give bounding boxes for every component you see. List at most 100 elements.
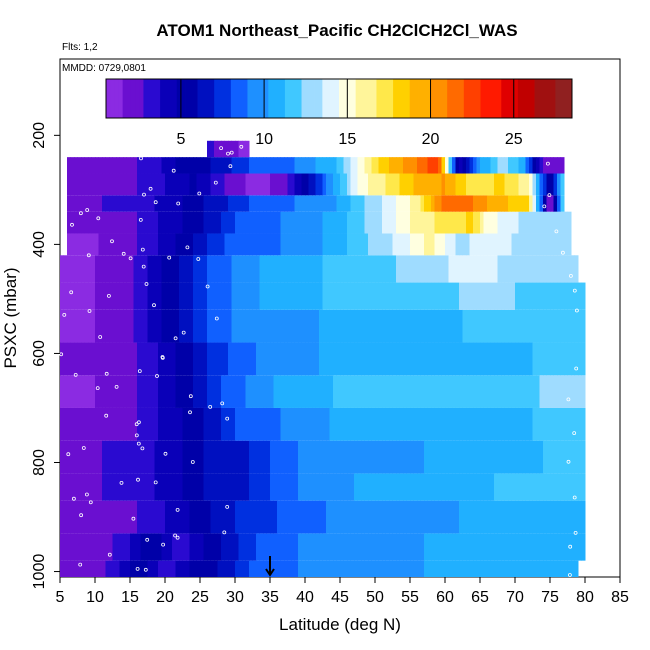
colorbar-swatch	[451, 79, 456, 118]
heatmap-cell	[424, 407, 428, 441]
heatmap-cell	[347, 309, 351, 343]
heatmap-cell	[480, 211, 484, 234]
heatmap-cell	[105, 473, 110, 501]
sample-marker	[228, 164, 233, 169]
heatmap-cell	[448, 533, 453, 561]
heatmap-cell	[347, 157, 351, 174]
heatmap-cell	[574, 440, 579, 474]
heatmap-cell	[420, 440, 425, 474]
heatmap-cell	[116, 157, 120, 174]
heatmap-cell	[560, 533, 565, 561]
heatmap-cell	[357, 157, 362, 174]
colorbar-swatch	[139, 79, 144, 118]
heatmap-cell	[231, 255, 236, 283]
heatmap-cell	[98, 282, 103, 310]
heatmap-cell	[567, 407, 572, 441]
heatmap-cell	[326, 211, 330, 234]
heatmap-cell	[403, 440, 407, 474]
heatmap-cell	[480, 375, 484, 408]
heatmap-cell	[522, 157, 526, 174]
sample-marker	[136, 477, 140, 482]
heatmap-cell	[434, 440, 439, 474]
heatmap-cell	[137, 173, 141, 196]
heatmap-cell	[557, 375, 561, 408]
heatmap-cell	[368, 173, 372, 196]
heatmap-cell	[546, 560, 551, 577]
heatmap-cell	[242, 560, 246, 577]
heatmap-cell	[235, 173, 239, 196]
heatmap-cell	[245, 255, 250, 283]
heatmap-cell	[392, 440, 397, 474]
heatmap-cell	[396, 255, 400, 283]
sample-marker	[136, 420, 141, 425]
heatmap-cell	[270, 282, 274, 310]
heatmap-cell	[375, 282, 379, 310]
heatmap-cell	[326, 157, 330, 174]
heatmap-cell	[60, 560, 64, 577]
heatmap-cell	[417, 309, 421, 343]
colorbar-swatch	[164, 79, 169, 118]
heatmap-cell	[298, 255, 302, 283]
heatmap-cell	[221, 440, 225, 474]
colorbar-swatch	[226, 79, 232, 118]
heatmap-cell	[168, 500, 173, 534]
heatmap-cell	[546, 255, 551, 283]
heatmap-cell	[140, 375, 145, 408]
colorbar-swatch	[513, 79, 519, 118]
heatmap-cell	[249, 282, 253, 310]
heatmap-cell	[168, 533, 173, 561]
heatmap-cell	[581, 500, 586, 534]
heatmap-cell	[336, 309, 341, 343]
sample-marker	[107, 552, 112, 557]
heatmap-cell	[413, 342, 418, 376]
heatmap-cell	[252, 309, 257, 343]
heatmap-cell	[504, 255, 509, 283]
heatmap-cell	[95, 173, 99, 196]
heatmap-cell	[508, 233, 512, 256]
heatmap-cell	[165, 500, 169, 534]
heatmap-cell	[298, 440, 302, 474]
heatmap-cell	[88, 473, 92, 501]
heatmap-cell	[172, 255, 176, 283]
heatmap-cell	[221, 375, 225, 408]
heatmap-cell	[399, 233, 404, 256]
heatmap-cell	[504, 500, 509, 534]
flights-label: Flts: 1,2	[62, 42, 98, 53]
y-tick-label: 600	[31, 340, 48, 367]
heatmap-cell	[560, 440, 565, 474]
heatmap-cell	[77, 440, 82, 474]
heatmap-cell	[347, 473, 351, 501]
heatmap-cell	[259, 533, 264, 561]
heatmap-cell	[459, 560, 463, 577]
heatmap-cell	[340, 560, 344, 577]
heatmap-cell	[378, 211, 383, 234]
heatmap-cell	[98, 233, 103, 256]
heatmap-cell	[214, 233, 218, 256]
heatmap-cell	[67, 342, 71, 376]
heatmap-cell	[231, 282, 236, 310]
heatmap-cell	[511, 407, 516, 441]
heatmap-cell	[301, 233, 306, 256]
heatmap-cell	[175, 407, 180, 441]
heatmap-cell	[354, 473, 358, 501]
heatmap-cell	[119, 560, 124, 577]
heatmap-cell	[308, 157, 313, 174]
heatmap-cell	[203, 233, 208, 256]
heatmap-cell	[525, 211, 530, 234]
heatmap-cell	[525, 157, 530, 174]
sample-marker	[171, 168, 176, 173]
heatmap-cell	[273, 407, 278, 441]
heatmap-cell	[322, 342, 327, 376]
heatmap-cell	[445, 375, 449, 408]
heatmap-cell	[413, 473, 418, 501]
heatmap-cell	[140, 211, 145, 234]
heatmap-cell	[235, 255, 239, 283]
heatmap-cell	[200, 473, 204, 501]
heatmap-cell	[343, 407, 348, 441]
heatmap-cell	[371, 282, 376, 310]
heatmap-cell	[490, 342, 495, 376]
sample-marker	[81, 446, 86, 450]
heatmap-cell	[427, 375, 432, 408]
heatmap-cell	[60, 473, 64, 501]
heatmap-cell	[238, 195, 243, 212]
